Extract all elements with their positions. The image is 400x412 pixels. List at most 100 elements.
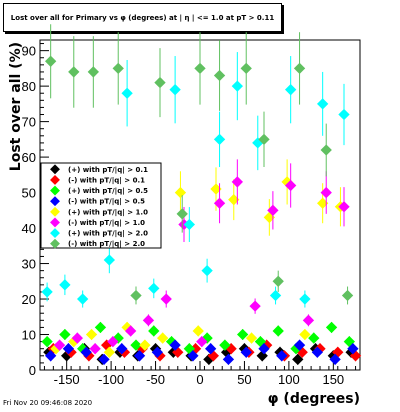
data-point: [285, 179, 297, 192]
data-point: [213, 197, 226, 209]
data-point: [222, 353, 235, 366]
legend-entry-label: (-) with pT/|q| > 2.0: [68, 240, 145, 249]
legend-marker: [50, 185, 60, 196]
y-tick-label: 60: [22, 150, 36, 165]
chart-title-text: Lost over all for Primary vs φ (degrees)…: [10, 13, 275, 22]
data-point: [125, 325, 137, 337]
data-point: [174, 186, 187, 199]
footer-timestamp: Fri Nov 20 09:46:08 2020: [3, 399, 93, 407]
data-point: [176, 208, 188, 220]
data-point: [142, 314, 155, 326]
data-point: [53, 339, 66, 351]
legend-entry-label: (-) with pT/|q| > 0.5: [68, 198, 145, 207]
data-point: [133, 350, 146, 362]
legend-marker: [50, 196, 60, 207]
data-point: [148, 325, 160, 337]
data-point: [228, 194, 240, 206]
y-tick-label: 30: [22, 257, 36, 272]
data-point: [201, 264, 213, 277]
x-axis-title: φ (degrees): [268, 391, 360, 407]
data-point: [276, 350, 288, 362]
data-point: [341, 289, 354, 302]
data-point: [157, 332, 169, 344]
y-tick-label: 50: [22, 186, 36, 201]
data-point: [317, 197, 329, 209]
x-tick-label: -50: [146, 372, 165, 387]
data-point: [308, 332, 320, 344]
chart-title: Lost over all for Primary vs φ (degrees)…: [3, 3, 282, 32]
data-point: [258, 133, 270, 146]
data-point: [267, 204, 279, 216]
data-point: [210, 183, 222, 195]
y-tick-label: 40: [22, 221, 36, 236]
data-point: [329, 353, 341, 366]
data-point: [292, 353, 304, 366]
data-point: [231, 176, 243, 188]
data-point: [240, 346, 252, 358]
legend-marker: [50, 217, 60, 228]
data-point: [148, 282, 160, 295]
data-point: [320, 186, 332, 199]
data-point: [187, 350, 199, 362]
x-tick-label: -150: [54, 372, 80, 387]
data-marks: [41, 24, 362, 366]
data-point: [302, 314, 315, 326]
legend-marker: [50, 206, 60, 217]
data-point: [45, 55, 57, 67]
legend-entry-label: (+) with pT/|q| > 0.5: [68, 187, 148, 196]
data-point: [219, 339, 231, 351]
y-axis-title: Lost over all (%): [8, 42, 24, 171]
data-point: [160, 293, 172, 305]
data-point: [272, 275, 284, 287]
y-tick-label: 0: [29, 363, 36, 378]
legend-entry-label: (+) with pT/|q| > 0.1: [68, 166, 148, 175]
x-tick-label: -100: [98, 372, 124, 387]
data-point: [45, 350, 57, 362]
data-point: [41, 286, 53, 298]
data-point: [169, 339, 181, 351]
axis-ticks: -150 -100 -50 0 50 100 150 0 10 20 30 40 50 60 70 80 90: [22, 43, 357, 387]
data-point: [299, 328, 311, 341]
legend-box: [40, 162, 162, 249]
legend-entry-label: (-) with pT/|q| > 0.1: [68, 176, 145, 185]
y-tick-label: 80: [22, 79, 36, 94]
legend-marker: [50, 164, 60, 175]
data-point: [192, 325, 204, 337]
legend-entry-label: (+) with pT/|q| > 2.0: [68, 230, 148, 239]
legend-entry-label: (-) with pT/|q| > 1.0: [68, 219, 145, 228]
legend: (+) with pT/|q| > 0.1(-) with pT/|q| > 0…: [40, 162, 162, 249]
data-point: [338, 201, 350, 213]
x-tick-label: 150: [322, 372, 344, 387]
data-point: [41, 335, 53, 348]
data-point: [293, 339, 306, 351]
data-point: [151, 346, 163, 358]
data-point: [196, 335, 208, 348]
data-point: [205, 343, 217, 355]
data-point: [139, 339, 151, 351]
data-point: [130, 289, 142, 302]
data-point: [237, 328, 249, 341]
data-point: [245, 332, 258, 344]
data-point: [347, 343, 359, 355]
y-tick-label: 90: [22, 44, 36, 59]
data-point: [249, 300, 261, 312]
data-point: [320, 144, 332, 156]
data-point: [311, 346, 323, 358]
x-tick-label: 100: [278, 372, 300, 387]
legend-marker: [50, 238, 60, 249]
data-point: [258, 343, 270, 355]
data-point: [299, 293, 311, 305]
y-tick-label: 10: [22, 328, 36, 343]
x-tick-label: 50: [237, 372, 251, 387]
data-point: [325, 321, 338, 334]
legend-marker: [50, 174, 60, 185]
data-point: [272, 325, 284, 337]
legend-marker: [50, 228, 60, 239]
data-point: [213, 133, 226, 146]
y-tick-label: 70: [22, 115, 36, 130]
data-point: [130, 339, 142, 351]
legend-entry-label: (+) with pT/|q| > 1.0: [68, 208, 148, 217]
x-tick-label: 0: [196, 372, 203, 387]
data-point: [269, 289, 282, 302]
